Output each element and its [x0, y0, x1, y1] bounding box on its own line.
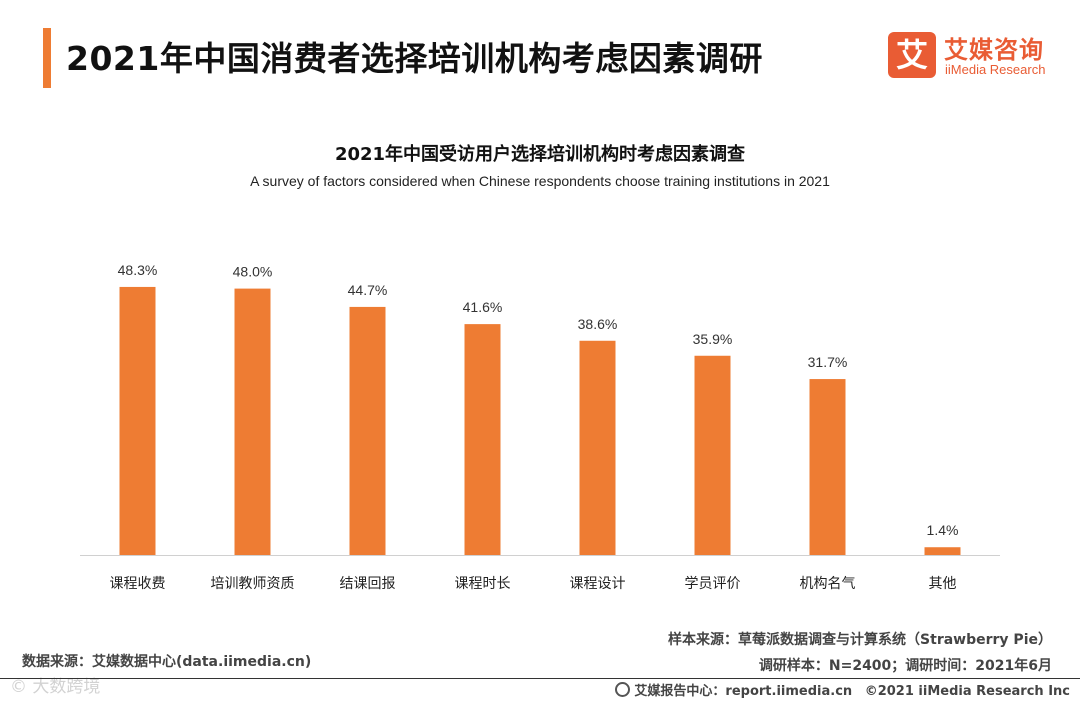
chart-subtitle: A survey of factors considered when Chin… [250, 173, 830, 189]
bar-6 [694, 355, 731, 555]
data-label-2: 48.0% [233, 264, 273, 280]
data-source-note: 数据来源：艾媒数据中心(data.iimedia.cn) [22, 654, 312, 670]
bar-5 [579, 340, 616, 555]
bar-7 [809, 379, 846, 555]
report-center-text: 艾媒报告中心：report.iimedia.cn [634, 684, 853, 699]
logo-english-name: iiMedia Research [945, 62, 1046, 77]
logo-chinese-name: 艾媒咨询 [944, 36, 1044, 64]
footer-copyright: ©2021 iiMedia Research Inc [864, 684, 1070, 699]
data-label-8: 1.4% [927, 522, 959, 538]
footer-report-center[interactable]: 艾媒报告中心：report.iimedia.cn [615, 680, 852, 699]
sample-info-note: 调研样本：N=2400；调研时间：2021年6月 [758, 658, 1052, 674]
bar-4 [464, 324, 501, 555]
data-label-1: 48.3% [118, 262, 158, 278]
bar-8 [924, 547, 961, 555]
logo-mark-icon: 艾 [888, 32, 936, 78]
data-label-5: 38.6% [578, 316, 618, 332]
footer: 艾媒报告中心：report.iimedia.cn ©2021 iiMedia R… [607, 680, 1070, 699]
category-label-2: 培训教师资质 [211, 576, 295, 592]
chart-title: 2021年中国受访用户选择培训机构时考虑因素调查 [334, 144, 746, 165]
data-label-3: 44.7% [348, 282, 388, 298]
category-label-8: 其他 [929, 576, 957, 592]
page-title: 2021年中国消费者选择培训机构考虑因素调研 [66, 39, 763, 78]
sample-source-note: 样本来源：草莓派数据调查与计算系统（Strawberry Pie） [668, 632, 1052, 648]
category-label-7: 机构名气 [800, 576, 856, 592]
bar-2 [234, 288, 271, 555]
data-label-7: 31.7% [808, 354, 848, 370]
category-label-5: 课程设计 [570, 576, 626, 592]
bar-1 [119, 286, 156, 555]
category-label-6: 学员评价 [685, 576, 741, 592]
globe-icon [615, 682, 631, 697]
watermark: © 大数跨境 [10, 677, 101, 697]
category-label-4: 课程时长 [455, 576, 511, 592]
category-label-3: 结课回报 [340, 576, 396, 592]
data-label-4: 41.6% [463, 299, 503, 315]
data-label-6: 35.9% [693, 331, 733, 347]
category-label-1: 课程收费 [110, 576, 166, 592]
iimedia-logo: 艾 艾媒咨询 iiMedia Research [888, 32, 1063, 82]
footer-divider [0, 678, 1080, 679]
bar-3 [349, 306, 386, 555]
title-accent-bar [43, 28, 51, 88]
